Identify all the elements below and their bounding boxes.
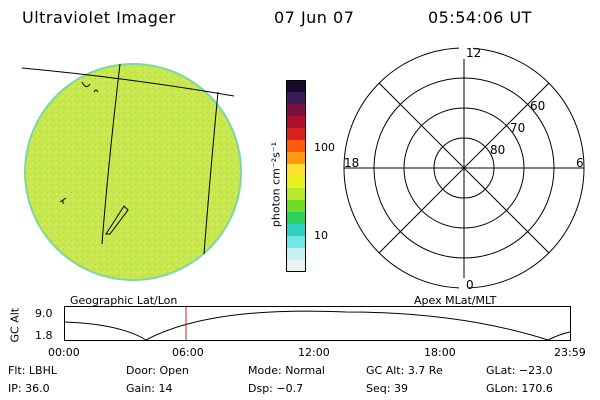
colorbar-band bbox=[286, 212, 306, 225]
info-glat: GLat: −23.0 bbox=[486, 364, 553, 377]
info-mode: Mode: Normal bbox=[248, 364, 325, 377]
colorbar-unit-label: photon cm⁻²s⁻¹ bbox=[269, 141, 283, 228]
info-gain: Gain: 14 bbox=[126, 382, 173, 395]
colorbar-band bbox=[286, 236, 306, 249]
colorbar-gradient bbox=[286, 80, 306, 273]
colorbar-band bbox=[286, 188, 306, 201]
timeline-xtick-1800: 18:00 bbox=[424, 346, 456, 359]
geographic-image bbox=[21, 63, 242, 281]
polar-caption: Apex MLat/MLT bbox=[414, 294, 497, 307]
timeline-xtick-0000: 00:00 bbox=[48, 346, 80, 359]
info-door: Door: Open bbox=[126, 364, 189, 377]
earth-disk bbox=[24, 63, 242, 281]
lat-label-80: 80 bbox=[490, 143, 505, 157]
colorbar-tick-100: 100 bbox=[314, 141, 335, 154]
colorbar-band bbox=[286, 224, 306, 237]
colorbar-tick-10: 10 bbox=[314, 229, 328, 242]
timeline-ytick-high: 9.0 bbox=[35, 307, 53, 320]
colorbar-band bbox=[286, 164, 306, 177]
timeline-ylabel: GC Alt bbox=[8, 307, 22, 343]
colorbar bbox=[286, 80, 306, 273]
timeline-xtick-0600: 06:00 bbox=[172, 346, 204, 359]
mlt-label-0: 0 bbox=[466, 278, 474, 292]
time-label: 05:54:06 UT bbox=[428, 8, 532, 27]
orbit-altitude-curve bbox=[64, 310, 571, 341]
longitude-line-west bbox=[101, 63, 121, 245]
mlt-label-18: 18 bbox=[344, 156, 359, 170]
instrument-title: Ultraviolet Imager bbox=[22, 8, 176, 27]
colorbar-band bbox=[286, 116, 306, 129]
latitude-line bbox=[21, 67, 235, 97]
timeline-xtick-2359: 23:59 bbox=[554, 346, 586, 359]
colorbar-band bbox=[286, 248, 306, 261]
info-glon: GLon: 170.6 bbox=[486, 382, 553, 395]
colorbar-band bbox=[286, 92, 306, 105]
mlt-label-12: 12 bbox=[466, 46, 481, 60]
geographic-caption: Geographic Lat/Lon bbox=[70, 294, 178, 307]
timeline-ytick-low: 1.8 bbox=[35, 329, 53, 342]
info-gc-alt: GC Alt: 3.7 Re bbox=[366, 364, 443, 377]
timeline-xtick-1200: 12:00 bbox=[298, 346, 330, 359]
colorbar-band bbox=[286, 152, 306, 165]
colorbar-band bbox=[286, 104, 306, 117]
colorbar-band bbox=[286, 200, 306, 213]
info-flt: Flt: LBHL bbox=[8, 364, 57, 377]
colorbar-band bbox=[286, 80, 306, 93]
colorbar-border bbox=[286, 80, 306, 272]
colorbar-band bbox=[286, 176, 306, 189]
coastline bbox=[81, 81, 99, 93]
colorbar-band bbox=[286, 128, 306, 141]
date-label: 07 Jun 07 bbox=[274, 8, 355, 27]
timeline-plot bbox=[64, 306, 571, 341]
polar-plot: 12 18 6 0 60 70 80 bbox=[343, 46, 585, 292]
info-seq: Seq: 39 bbox=[366, 382, 408, 395]
colorbar-band bbox=[286, 260, 306, 273]
timeline-frame bbox=[64, 306, 571, 341]
lat-label-60: 60 bbox=[530, 99, 545, 113]
coastline-fragment bbox=[59, 197, 67, 204]
colorbar-band bbox=[286, 140, 306, 153]
longitude-line-east bbox=[203, 91, 219, 255]
info-ip: IP: 36.0 bbox=[8, 382, 50, 395]
mlt-label-6: 6 bbox=[576, 156, 584, 170]
meridian-diagonal-2 bbox=[378, 82, 550, 254]
info-dsp: Dsp: −0.7 bbox=[248, 382, 304, 395]
coastline-island bbox=[105, 205, 129, 235]
lat-label-70: 70 bbox=[510, 121, 525, 135]
